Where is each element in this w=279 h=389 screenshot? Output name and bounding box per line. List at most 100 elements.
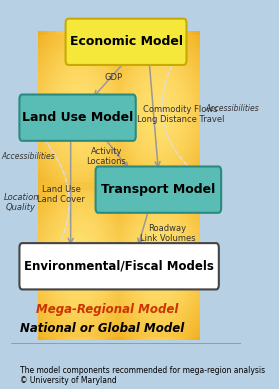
Bar <box>87 31 91 340</box>
Bar <box>38 298 200 306</box>
Bar <box>77 31 81 340</box>
Bar <box>38 66 200 74</box>
Text: The model components recommended for mega-region analysis: The model components recommended for meg… <box>20 366 265 375</box>
Bar <box>160 31 163 340</box>
FancyBboxPatch shape <box>96 166 221 213</box>
Bar <box>65 31 69 340</box>
Bar <box>38 267 200 275</box>
Bar <box>172 31 176 340</box>
Bar <box>38 163 200 170</box>
Bar <box>38 62 200 70</box>
Text: Location
Quality: Location Quality <box>3 193 39 212</box>
Bar <box>67 31 71 340</box>
Bar <box>38 333 200 340</box>
Bar <box>38 77 200 85</box>
Bar <box>186 31 190 340</box>
Bar <box>163 31 168 340</box>
Bar <box>38 232 200 240</box>
Bar <box>125 31 129 340</box>
Bar <box>38 209 200 217</box>
Bar <box>107 31 111 340</box>
Bar <box>190 31 194 340</box>
Bar <box>38 329 200 336</box>
Text: Roadway
Link Volumes: Roadway Link Volumes <box>140 224 195 243</box>
Bar <box>38 325 200 333</box>
Bar <box>38 58 200 66</box>
Bar <box>127 31 131 340</box>
Bar <box>38 97 200 105</box>
Text: Commodity Flows
Long Distance Travel: Commodity Flows Long Distance Travel <box>136 105 224 124</box>
Bar <box>69 31 73 340</box>
Bar <box>155 31 160 340</box>
Bar <box>38 31 42 340</box>
Bar <box>38 174 200 182</box>
Bar <box>145 31 150 340</box>
Bar <box>73 31 77 340</box>
Bar <box>38 271 200 279</box>
Bar <box>176 31 180 340</box>
Bar <box>38 236 200 244</box>
Text: Environmental/Fiscal Models: Environmental/Fiscal Models <box>24 260 214 273</box>
Bar <box>147 31 151 340</box>
Bar <box>79 31 83 340</box>
Bar <box>153 31 158 340</box>
Bar <box>38 159 200 166</box>
Bar <box>38 31 200 39</box>
Bar <box>111 31 115 340</box>
Bar <box>38 43 200 51</box>
Bar <box>38 186 200 193</box>
Bar <box>135 31 139 340</box>
Text: © University of Maryland: © University of Maryland <box>20 376 117 385</box>
Bar <box>121 31 125 340</box>
Bar <box>38 317 200 325</box>
Bar <box>38 47 200 54</box>
Bar <box>38 306 200 313</box>
Bar <box>38 93 200 101</box>
Bar <box>101 31 105 340</box>
Text: National or Global Model: National or Global Model <box>20 322 184 335</box>
Bar <box>62 31 67 340</box>
Bar <box>99 31 103 340</box>
Bar <box>46 31 50 340</box>
FancyBboxPatch shape <box>66 19 187 65</box>
Bar <box>38 131 200 139</box>
Text: Land Use
Land Cover: Land Use Land Cover <box>37 185 85 204</box>
Bar <box>38 182 200 189</box>
Bar <box>103 31 107 340</box>
Bar <box>188 31 192 340</box>
Text: Activity
Locations: Activity Locations <box>86 147 126 166</box>
Bar <box>38 217 200 224</box>
Text: Transport Model: Transport Model <box>101 183 215 196</box>
FancyBboxPatch shape <box>20 95 136 141</box>
Bar <box>38 112 200 120</box>
Bar <box>38 321 200 329</box>
Bar <box>131 31 135 340</box>
Bar <box>38 263 200 271</box>
Bar <box>38 286 200 294</box>
Bar <box>61 31 65 340</box>
Bar <box>158 31 162 340</box>
Bar <box>38 178 200 186</box>
Bar <box>38 197 200 205</box>
Bar <box>49 31 52 340</box>
Bar <box>38 302 200 310</box>
Bar <box>50 31 54 340</box>
Bar <box>117 31 121 340</box>
Bar <box>38 120 200 128</box>
Bar <box>38 310 200 317</box>
Bar <box>38 109 200 116</box>
Bar <box>133 31 137 340</box>
Bar <box>44 31 49 340</box>
Bar <box>38 116 200 124</box>
Bar <box>93 31 97 340</box>
Bar <box>168 31 172 340</box>
Bar <box>162 31 165 340</box>
Bar <box>38 101 200 109</box>
Bar <box>38 255 200 263</box>
Bar <box>38 151 200 159</box>
Bar <box>89 31 93 340</box>
Bar <box>38 279 200 286</box>
Bar <box>40 31 44 340</box>
Bar <box>38 294 200 302</box>
Bar <box>38 70 200 77</box>
